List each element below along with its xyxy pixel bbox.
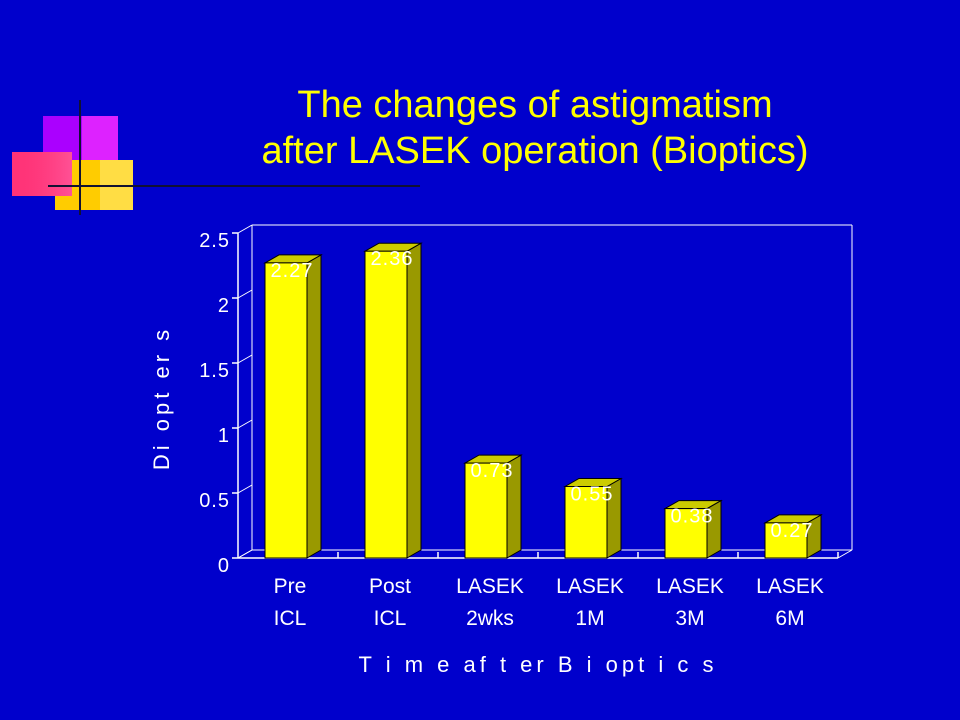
y-tick-label: 0.5 <box>199 490 230 512</box>
x-category-label-line1: LASEK <box>656 575 724 598</box>
bar <box>664 508 708 559</box>
x-category-label-line1: Post <box>369 575 411 598</box>
x-category-label-line2: 2wks <box>466 607 514 630</box>
bar <box>564 486 608 559</box>
y-tick-label: 0 <box>218 555 230 577</box>
bar <box>364 250 408 559</box>
y-tick-wall-mark <box>237 354 253 364</box>
x-category-label-line1: LASEK <box>556 575 624 598</box>
y-tick-wall-mark <box>237 419 253 429</box>
y-tick-wall-mark <box>237 224 253 234</box>
x-category-label-line2: 6M <box>775 607 804 630</box>
violet-square <box>82 116 118 162</box>
x-axis-title: T i m e af t er B i opt i c s <box>359 652 718 677</box>
data-label: 2.27 <box>271 260 314 282</box>
data-label: 0.27 <box>771 520 814 542</box>
x-category-label-line1: LASEK <box>456 575 524 598</box>
x-category-label-line1: LASEK <box>756 575 824 598</box>
title-line-2: after LASEK operation (Bioptics) <box>261 130 809 172</box>
y-tick-label: 1 <box>218 425 230 447</box>
data-label: 0.55 <box>571 484 614 506</box>
y-tick-label: 1.5 <box>199 360 230 382</box>
x-category-label-line2: ICL <box>374 607 407 630</box>
x-category-label-line2: 3M <box>675 607 704 630</box>
bar <box>464 462 508 559</box>
data-label: 0.73 <box>471 460 514 482</box>
title-line-1: The changes of astigmatism <box>297 84 773 126</box>
bar <box>264 262 308 559</box>
y-tick-label: 2.5 <box>199 230 230 252</box>
data-label: 0.38 <box>671 506 714 528</box>
x-category-label-line1: Pre <box>274 575 307 598</box>
y-tick-label: 2 <box>218 295 230 317</box>
x-category-label-line2: ICL <box>274 607 307 630</box>
y-tick-wall-mark <box>237 484 253 494</box>
plot-floor-right-edge <box>837 549 853 559</box>
bar <box>764 522 808 559</box>
bar-side <box>306 254 322 559</box>
y-axis-title: Di opt er s <box>149 326 174 470</box>
x-category-label-line2: 1M <box>575 607 604 630</box>
pink-square-fade <box>12 152 72 196</box>
slide-title: The changes of astigmatism after LASEK o… <box>190 82 880 174</box>
bar-side <box>406 242 422 559</box>
y-tick-wall-mark <box>237 549 253 559</box>
data-label: 2.36 <box>371 248 414 270</box>
plot-left-wall <box>237 225 253 559</box>
y-tick-wall-mark <box>237 289 253 299</box>
